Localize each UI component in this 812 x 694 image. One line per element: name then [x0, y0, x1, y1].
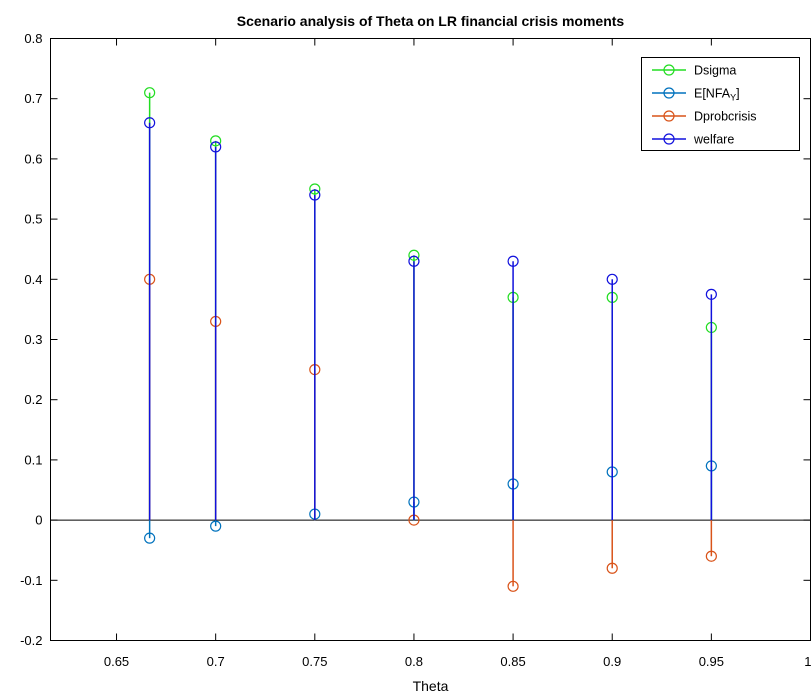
- series-welfare: [144, 117, 717, 521]
- y-tick-label: 0.6: [24, 151, 42, 166]
- legend-label-dsigma: Dsigma: [694, 64, 736, 78]
- x-tick-label: 0.9: [603, 654, 621, 669]
- legend-marker-welfare: [663, 133, 675, 145]
- x-tick-label: 0.85: [500, 654, 525, 669]
- tick-marks: [50, 38, 811, 641]
- y-tick-label: 0.4: [24, 272, 42, 287]
- x-tick-label: 0.7: [207, 654, 225, 669]
- legend: Dsigma E[NFAY] Dprobcrisis welfare: [641, 57, 800, 151]
- x-axis-label: Theta: [413, 678, 449, 694]
- stem-marker-dprobcrisis: [507, 580, 519, 592]
- legend-label-e-nfay: E[NFAY]: [694, 87, 740, 103]
- x-tick-label: 0.95: [699, 654, 724, 669]
- y-tick-label: 0.8: [24, 31, 42, 46]
- legend-label-welfare: welfare: [693, 133, 734, 147]
- y-tick-labels: -0.2 -0.1 0 0.1 0.2 0.3 0.4 0.5 0.6 0.7 0.8: [20, 31, 42, 648]
- legend-entries: Dsigma E[NFAY] Dprobcrisis welfare: [652, 64, 757, 147]
- legend-entry-dsigma: Dsigma: [652, 64, 736, 78]
- stem-marker-welfare: [606, 273, 618, 285]
- stem-marker-dsigma: [144, 87, 156, 99]
- legend-marker-dprobcrisis: [663, 110, 675, 122]
- y-tick-label: 0.1: [24, 452, 42, 467]
- x-tick-label: 1: [804, 654, 811, 669]
- stem-marker-dprobcrisis: [606, 562, 618, 574]
- legend-entry-e-nfay: E[NFAY]: [652, 87, 740, 103]
- stem-marker-dsigma: [309, 183, 321, 195]
- y-tick-label: 0.5: [24, 212, 42, 227]
- y-tick-label: 0.7: [24, 91, 42, 106]
- legend-entry-dprobcrisis: Dprobcrisis: [652, 110, 757, 124]
- legend-label-dprobcrisis: Dprobcrisis: [694, 110, 757, 124]
- stem-marker-welfare: [210, 141, 222, 153]
- stem-marker-dsigma: [408, 249, 420, 261]
- x-tick-label: 0.65: [104, 654, 129, 669]
- stem-marker-e-nfay: [210, 520, 222, 532]
- y-tick-label: -0.2: [20, 633, 42, 648]
- stem-marker-welfare: [705, 288, 717, 300]
- x-tick-labels: 0.65 0.7 0.75 0.8 0.85 0.9 0.95 1: [104, 654, 812, 669]
- stem-marker-e-nfay: [144, 532, 156, 544]
- stems-layer: [144, 87, 717, 592]
- x-tick-label: 0.75: [302, 654, 327, 669]
- stem-marker-welfare: [408, 255, 420, 267]
- legend-box: [641, 57, 800, 151]
- legend-marker-dsigma: [663, 64, 675, 76]
- y-tick-label: -0.1: [20, 573, 42, 588]
- y-tick-label: 0: [35, 513, 42, 528]
- stem-marker-dsigma: [210, 135, 222, 147]
- y-tick-label: 0.3: [24, 332, 42, 347]
- chart-title: Scenario analysis of Theta on LR financi…: [237, 13, 625, 29]
- stem-marker-welfare: [507, 255, 519, 267]
- stem-marker-dprobcrisis: [705, 550, 717, 562]
- x-tick-label: 0.8: [405, 654, 423, 669]
- legend-entry-welfare: welfare: [652, 133, 734, 147]
- stem-marker-welfare: [309, 189, 321, 201]
- legend-marker-e-nfay: [663, 87, 675, 99]
- stem-marker-welfare: [144, 117, 156, 129]
- y-tick-label: 0.2: [24, 392, 42, 407]
